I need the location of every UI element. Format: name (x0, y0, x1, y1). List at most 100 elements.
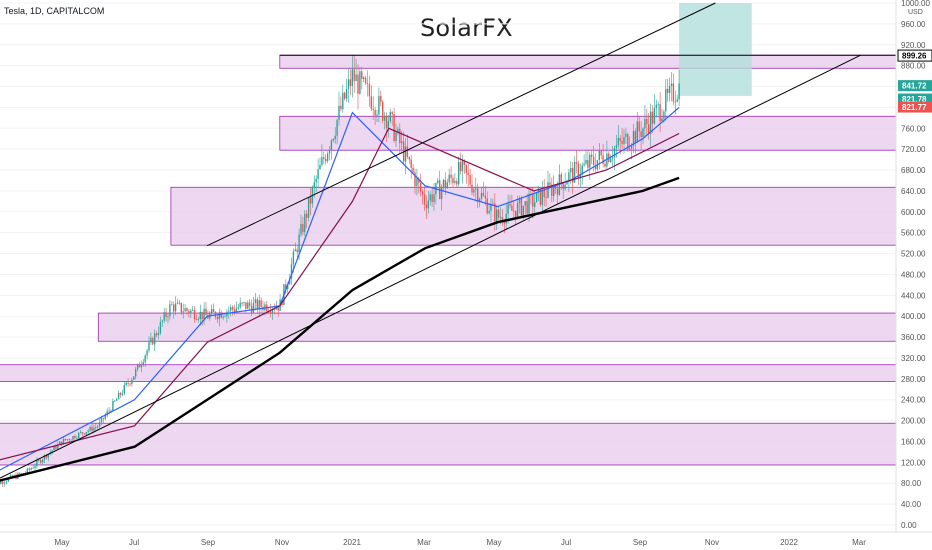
candle-body (271, 309, 274, 313)
candle-body (575, 162, 578, 164)
candle-body (399, 128, 401, 144)
candle-body (79, 432, 82, 433)
candle-body (372, 108, 374, 110)
candle-body (459, 162, 462, 172)
candle-body (222, 316, 224, 318)
candle-body (300, 223, 302, 235)
candle-body (138, 364, 141, 368)
y-tick-label: 80.00 (901, 479, 922, 488)
candle-body (494, 203, 496, 222)
candle-body (554, 186, 557, 189)
candle-body (55, 446, 57, 449)
candle-body (119, 392, 122, 395)
candle-body (3, 482, 6, 484)
candle-body (475, 188, 477, 190)
candle-body (330, 140, 333, 150)
candle-body (347, 79, 350, 90)
y-tick-label: 520.00 (901, 250, 926, 259)
candle-body (653, 107, 656, 124)
candle-body (154, 333, 156, 345)
candle-body (195, 319, 198, 321)
candle-body (541, 189, 543, 205)
candle-body (410, 159, 412, 168)
candle-body (469, 175, 471, 185)
candle-body (228, 310, 230, 312)
candle-body (551, 184, 553, 196)
candle-body (148, 342, 150, 351)
x-tick-label: Jul (561, 538, 571, 547)
candle-body (657, 104, 659, 105)
candle-body (416, 178, 418, 187)
candle-body (406, 146, 409, 157)
candle-body (361, 71, 363, 80)
y-tick-label: 920.00 (901, 41, 926, 50)
candle-body (91, 426, 93, 431)
candle-body (421, 191, 424, 195)
candle-body (323, 157, 325, 160)
support-resistance-zone (97, 312, 897, 342)
candle-body (458, 162, 460, 185)
candle-body (292, 251, 295, 265)
candle-body (387, 121, 390, 129)
candle-body (463, 160, 466, 165)
candle-body (307, 197, 310, 218)
candle-body (290, 264, 293, 279)
candle-body (100, 418, 103, 423)
candle-body (249, 302, 251, 306)
candle-body (43, 455, 46, 460)
candle-body (592, 156, 595, 165)
candle-body (545, 197, 547, 198)
candle-body (423, 194, 426, 205)
candle-body (207, 314, 209, 319)
candle-body (526, 201, 528, 214)
price-tag-box (898, 101, 932, 113)
candle-body (98, 422, 101, 427)
candle-body (197, 319, 200, 320)
candle-body (539, 189, 542, 205)
candle-body (203, 308, 205, 320)
candle-body (427, 200, 429, 209)
candle-body (85, 432, 87, 435)
candle-body (486, 198, 488, 214)
trendline (206, 2, 716, 247)
candle-body (133, 376, 135, 380)
candle-body (613, 148, 616, 158)
y-tick-label: 640.00 (901, 187, 926, 196)
candle-body (30, 468, 32, 470)
candle-body (344, 92, 346, 99)
y-tick-label: 40.00 (901, 500, 922, 509)
moving-average-line (0, 127, 680, 461)
candle-body (629, 148, 631, 150)
candle-body (336, 119, 338, 136)
candle-body (393, 114, 395, 141)
candle-body (173, 304, 175, 312)
candle-body (503, 221, 505, 224)
candle-body (636, 121, 638, 143)
candle-body (433, 194, 435, 203)
candle-body (549, 182, 551, 185)
candle-body (651, 111, 654, 124)
candle-body (110, 410, 112, 412)
candle-body (252, 302, 255, 313)
candle-body (420, 183, 422, 192)
candle-body (404, 146, 407, 162)
candle-body (473, 189, 475, 193)
candle-body (28, 468, 30, 470)
candle-body (136, 364, 139, 370)
candle-body (135, 369, 137, 377)
candle-body (117, 392, 120, 400)
x-tick-label: 2021 (343, 538, 361, 547)
candle-body (492, 203, 494, 205)
y-tick-label: 720.00 (901, 145, 926, 154)
candle-body (273, 309, 276, 311)
candle-body (537, 189, 540, 193)
candle-body (298, 234, 300, 253)
candle-body (230, 307, 232, 311)
currency-label: USD (908, 9, 923, 16)
candle-body (184, 308, 186, 312)
candle-body (32, 467, 34, 469)
candle-body (395, 132, 397, 141)
candle-body (89, 426, 91, 431)
y-tick-label: 1000.00 (901, 0, 930, 8)
